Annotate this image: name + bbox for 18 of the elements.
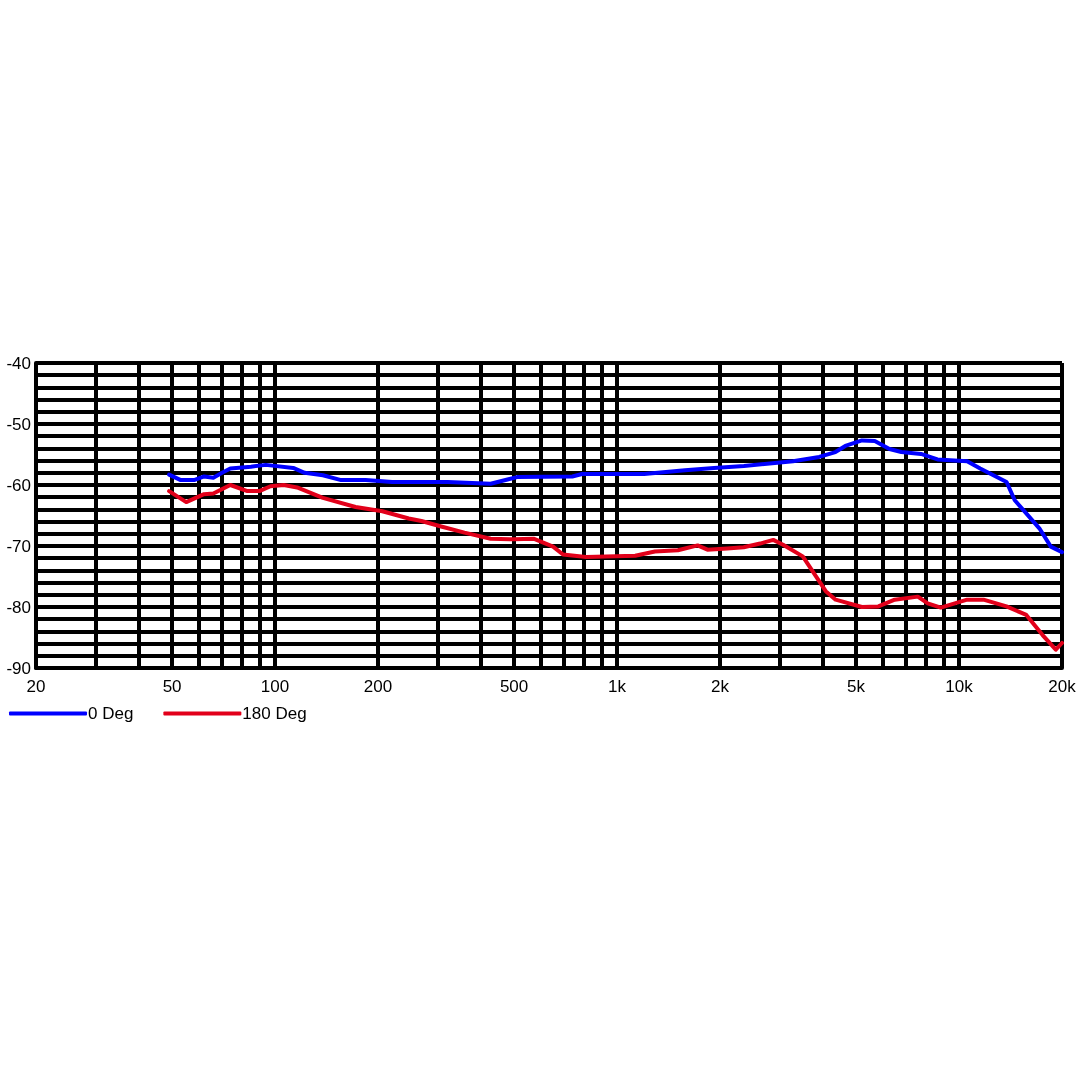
legend-label: 180 Deg bbox=[242, 704, 307, 723]
x-tick-label: 2k bbox=[711, 677, 730, 696]
x-tick-label: 10k bbox=[945, 677, 974, 696]
x-tick-label: 50 bbox=[162, 677, 182, 696]
x-tick-label: 1k bbox=[608, 677, 627, 696]
legend-label: 0 Deg bbox=[88, 704, 134, 723]
y-tick-label: -50 bbox=[6, 414, 31, 434]
x-tick-label: 500 bbox=[499, 677, 529, 696]
x-tick-label: 100 bbox=[260, 677, 290, 696]
y-tick-label: -80 bbox=[6, 597, 31, 617]
x-tick-label: 200 bbox=[363, 677, 393, 696]
x-tick-label: 20 bbox=[26, 677, 46, 696]
y-tick-label: -70 bbox=[6, 536, 31, 556]
y-tick-label: -40 bbox=[6, 353, 31, 373]
x-tick-label: 20k bbox=[1048, 677, 1077, 696]
y-tick-label: -90 bbox=[6, 658, 31, 678]
x-tick-label: 5k bbox=[847, 677, 866, 696]
y-tick-label: -60 bbox=[6, 475, 31, 495]
